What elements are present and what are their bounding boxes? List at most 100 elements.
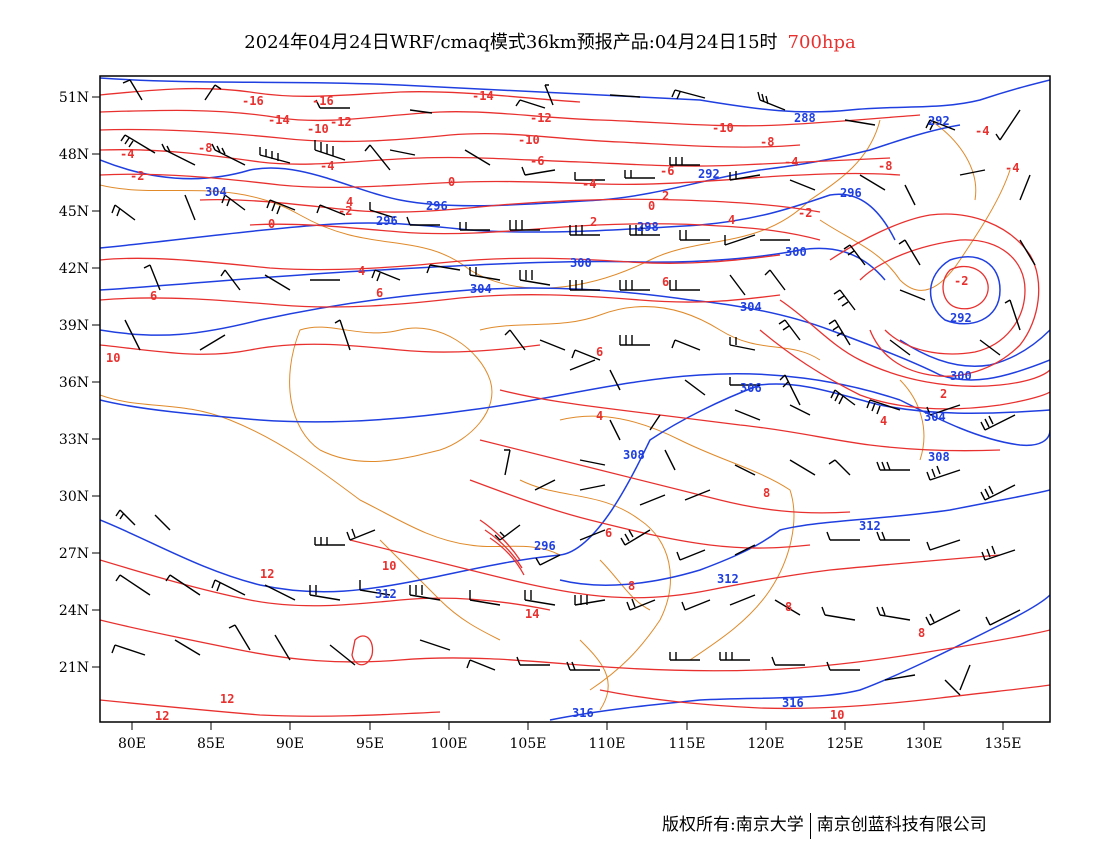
lon-tick-marks (131, 722, 1004, 730)
lat-tick-marks (92, 96, 100, 668)
gph-label: 308 (623, 448, 645, 462)
temp-label: -4 (320, 159, 334, 173)
gph-label: 296 (840, 186, 862, 200)
temp-label: -16 (312, 94, 334, 108)
gph-label: 308 (928, 450, 950, 464)
wind-barbs (111, 79, 1036, 696)
gph-label: 292 (928, 114, 950, 128)
temp-label: -4 (120, 147, 134, 161)
temp-label: -4 (784, 155, 798, 169)
temp-label: -12 (330, 115, 352, 129)
temp-label: 2 (590, 215, 597, 229)
lon-label: 120E (748, 736, 785, 752)
temp-label: 10 (382, 559, 396, 573)
temp-label: -2 (798, 206, 812, 220)
lon-label: 125E (827, 736, 864, 752)
lat-label: 24N (59, 603, 89, 619)
temp-label: 12 (220, 692, 234, 706)
copyright-right: 南京创蓝科技有限公司 (816, 815, 987, 835)
gph-label: 300 (785, 245, 807, 259)
title-level: 700hpa (787, 32, 856, 53)
gph-label: 312 (375, 587, 397, 601)
lon-label: 115E (669, 736, 706, 752)
lat-label: 27N (59, 546, 89, 562)
temp-label: -14 (268, 113, 290, 127)
temp-label: -16 (242, 94, 264, 108)
temp-label: -14 (472, 89, 494, 103)
temp-label: -10 (307, 122, 329, 136)
temp-label: -4 (582, 177, 596, 191)
lat-label: 33N (59, 432, 89, 448)
gph-label: 288 (794, 111, 816, 125)
title-main: 2024年04月24日WRF/cmaq模式36km预报产品:04月24日15时 (244, 32, 778, 53)
lat-label: 42N (59, 261, 89, 277)
gph-label: 316 (572, 706, 594, 720)
temp-label: 4 (880, 414, 887, 428)
temp-label: 2 (662, 189, 669, 203)
temp-label: -2 (130, 169, 144, 183)
temperature-labels: -16 -16 -14 -14 -12 -12 -10 -10 -10 -8 -… (106, 89, 1019, 723)
temp-label: -8 (760, 135, 774, 149)
gph-label: 304 (924, 410, 946, 424)
temp-label: 12 (260, 567, 274, 581)
gph-label: 300 (570, 256, 592, 270)
temp-label: -4 (1005, 161, 1019, 175)
temp-label: 8 (918, 626, 925, 640)
temp-label: 6 (662, 275, 669, 289)
temp-label: -6 (660, 164, 674, 178)
lon-label: 130E (906, 736, 943, 752)
gph-label: 300 (950, 369, 972, 383)
gph-label: 292 (698, 167, 720, 181)
lon-label: 85E (197, 736, 225, 752)
geopotential-labels: 288 292 292 296 296 298 300 300 300 304 … (205, 111, 972, 720)
lon-label: 90E (276, 736, 304, 752)
temp-label: -2 (338, 204, 352, 218)
lat-label: 51N (59, 90, 89, 106)
temp-label: 12 (155, 709, 169, 723)
temp-label: 0 (648, 199, 655, 213)
lat-label: 45N (59, 204, 89, 220)
temp-label: -4 (975, 124, 989, 138)
temp-label: 8 (763, 486, 770, 500)
temp-label: 4 (358, 264, 365, 278)
temp-label: 10 (830, 708, 844, 722)
lon-label: 135E (985, 736, 1022, 752)
gph-label: 304 (470, 282, 492, 296)
map-content: -16 -16 -14 -14 -12 -12 -10 -10 -10 -8 -… (100, 77, 1050, 723)
temp-label: -12 (530, 111, 552, 125)
lat-tick-labels: 51N 48N 45N 42N 39N 36N 33N 30N 27N 24N … (59, 90, 89, 676)
temp-label: 4 (346, 195, 353, 209)
copyright-footer: 版权所有:南京大学 南京创蓝科技有限公司 (662, 810, 987, 839)
temp-label: 2 (940, 387, 947, 401)
gph-label: 312 (717, 572, 739, 586)
temp-label: -8 (878, 159, 892, 173)
gph-label: 296 (534, 539, 556, 553)
temp-label: 14 (525, 607, 539, 621)
temp-label: -10 (518, 133, 540, 147)
lat-label: 39N (59, 318, 89, 334)
copyright-left: 版权所有:南京大学 (662, 815, 804, 835)
lon-label: 80E (118, 736, 146, 752)
temp-label: 0 (448, 175, 455, 189)
temperature-contours (100, 87, 1050, 717)
gph-label: 306 (740, 381, 762, 395)
lon-tick-labels: 80E 85E 90E 95E 100E 105E 110E 115E 120E… (118, 736, 1022, 752)
geopotential-contours (100, 77, 1050, 721)
lat-label: 21N (59, 660, 89, 676)
temp-label: 4 (596, 409, 603, 423)
temp-label: 4 (728, 213, 735, 227)
temp-label: 0 (268, 217, 275, 231)
lat-label: 30N (59, 489, 89, 505)
temp-label: -6 (530, 154, 544, 168)
lon-label: 105E (510, 736, 547, 752)
temp-label: 8 (785, 600, 792, 614)
temp-label: 6 (605, 526, 612, 540)
lat-label: 48N (59, 147, 89, 163)
gph-label: 296 (376, 214, 398, 228)
temp-label: -10 (712, 121, 734, 135)
temp-label: 6 (596, 345, 603, 359)
gph-label: 304 (205, 185, 227, 199)
lon-label: 95E (356, 736, 384, 752)
gph-label: 316 (782, 696, 804, 710)
